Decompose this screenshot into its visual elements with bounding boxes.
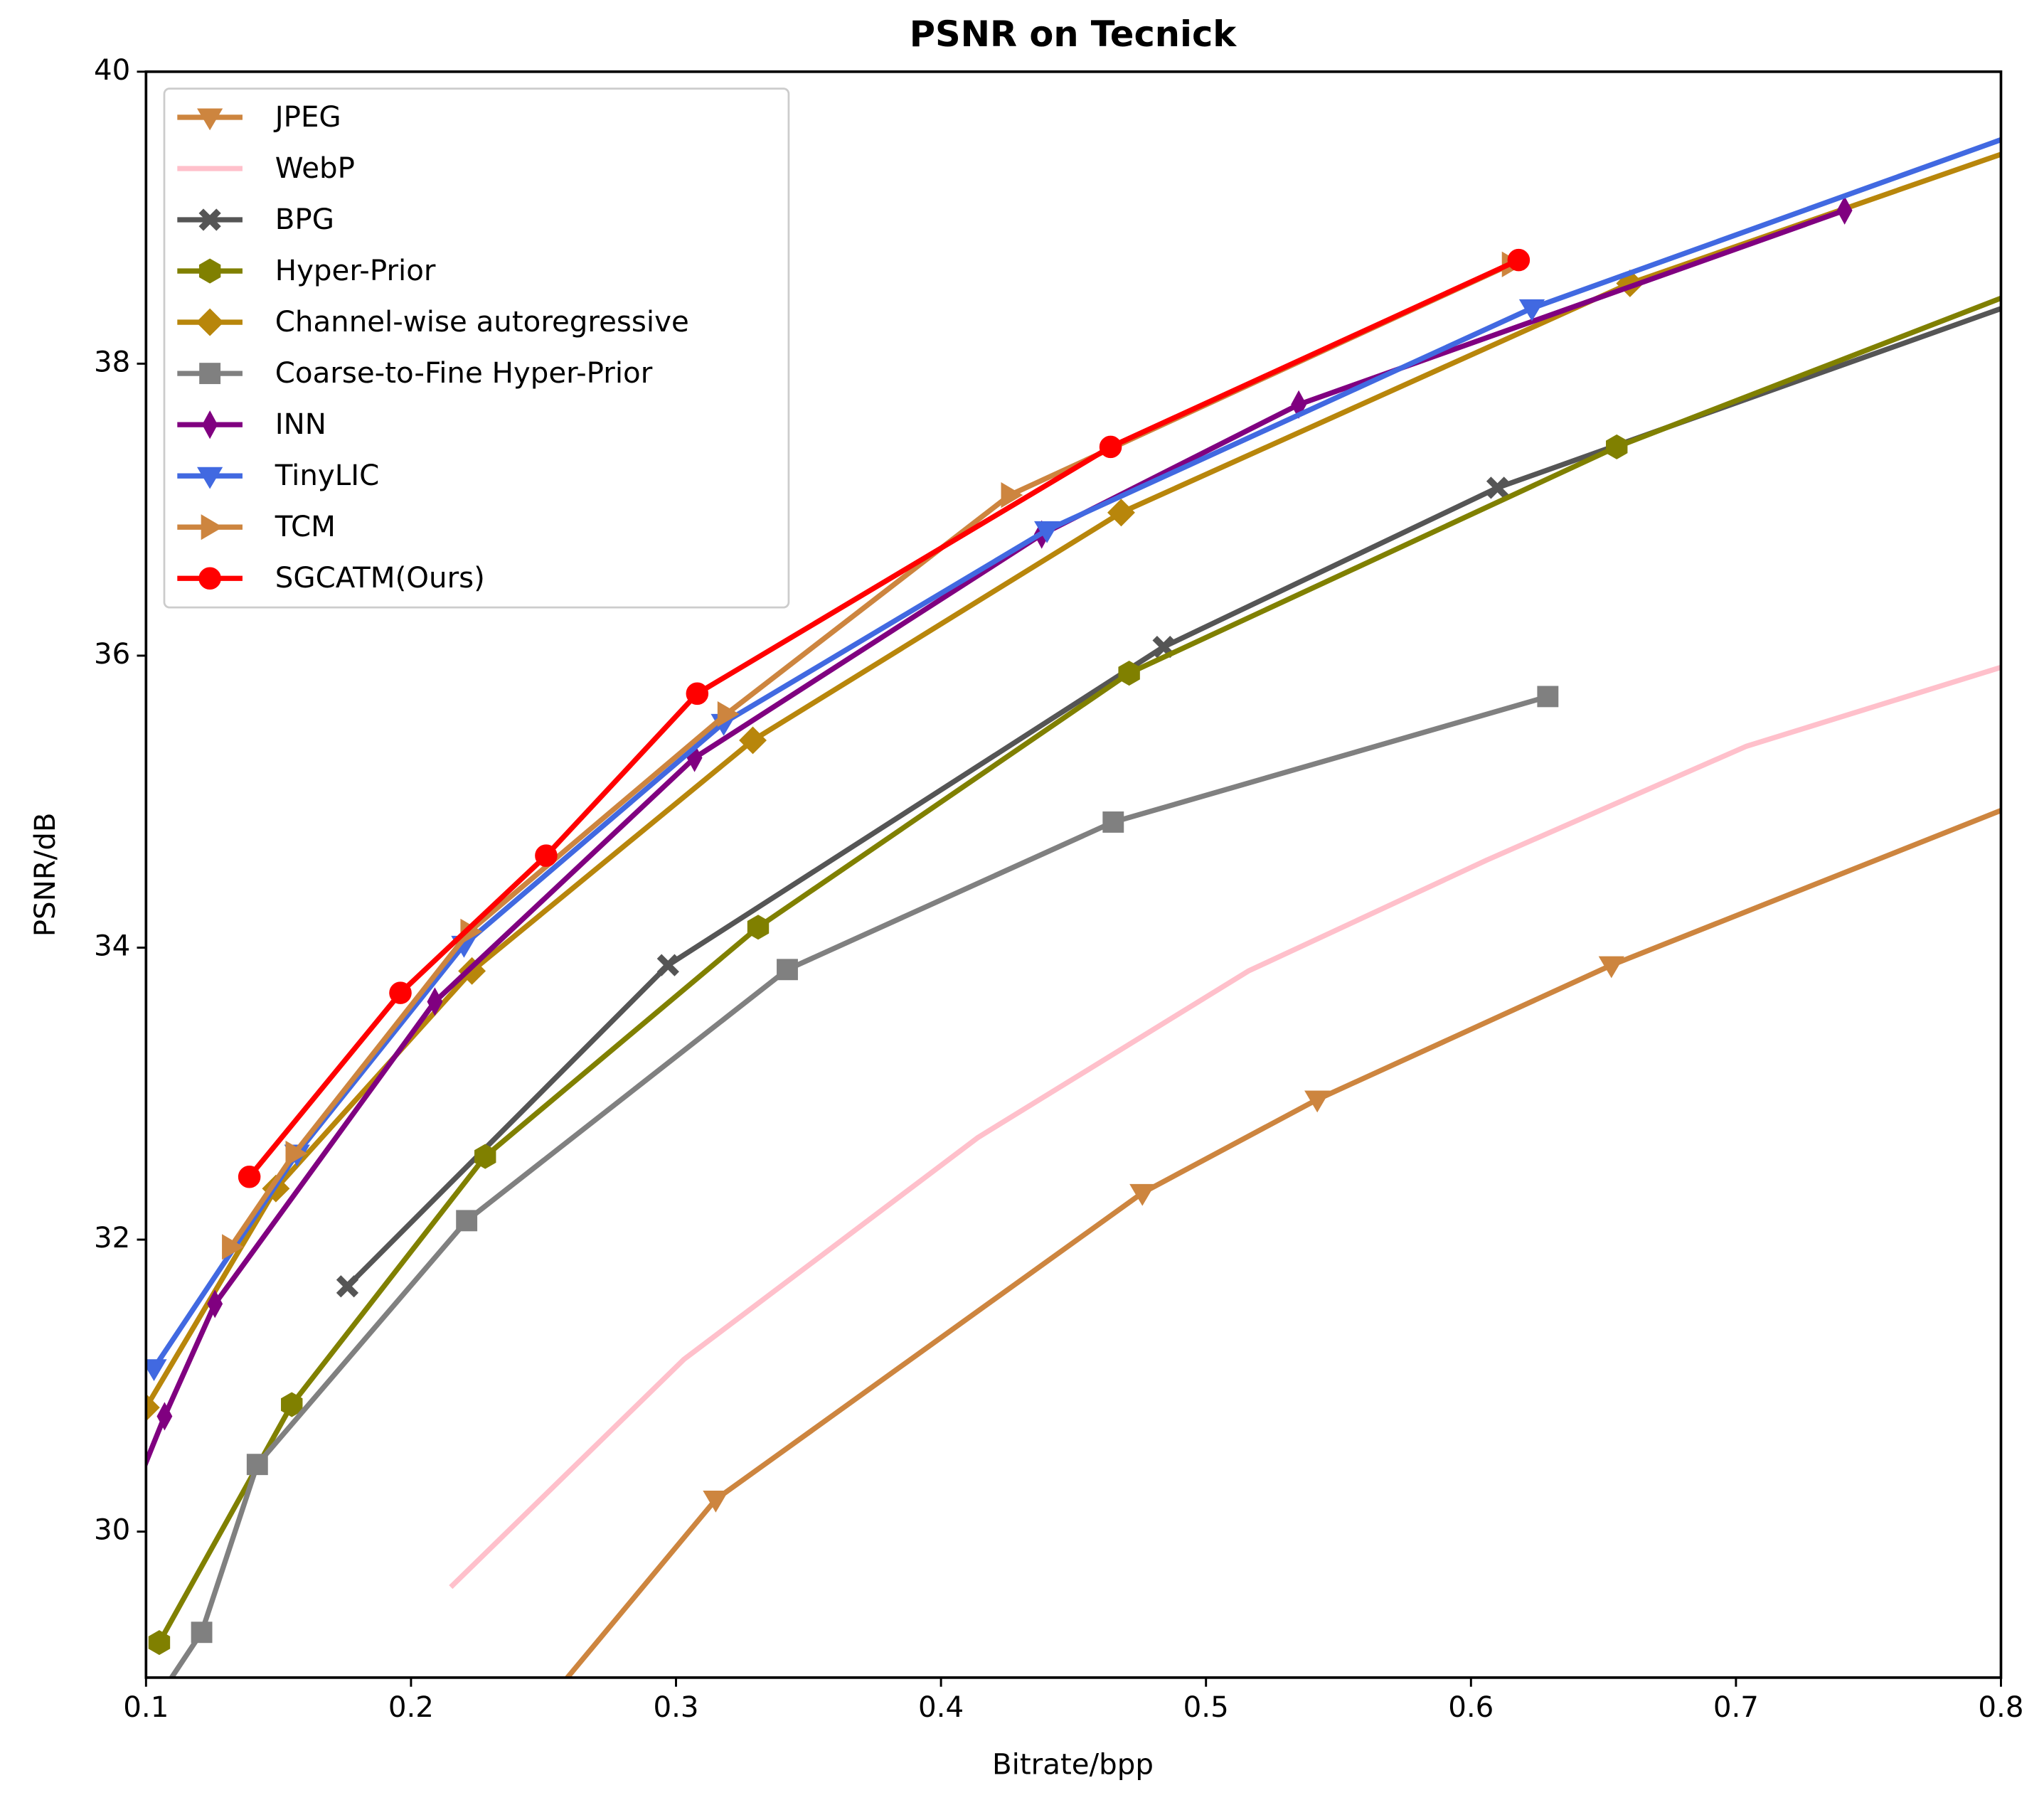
series-line (146, 208, 1846, 1469)
series-line (564, 807, 2001, 1678)
x-tick-label: 0.3 (653, 1690, 698, 1724)
legend-label: TCM (275, 510, 336, 543)
legend-marker (198, 567, 221, 590)
marker (1598, 956, 1624, 979)
marker (1118, 661, 1140, 686)
legend-marker (198, 258, 221, 284)
x-tick-label: 0.2 (388, 1690, 434, 1724)
marker (238, 1166, 261, 1188)
marker (285, 1140, 308, 1167)
marker (703, 1490, 729, 1513)
legend-marker (202, 410, 218, 440)
marker (191, 1621, 213, 1644)
marker (535, 844, 558, 867)
marker (1518, 299, 1545, 321)
marker (1304, 1090, 1331, 1113)
legend-label: WebP (275, 151, 355, 185)
x-axis-label: Bitrate/bpp (992, 1748, 1154, 1782)
marker (389, 981, 412, 1004)
marker (207, 1289, 223, 1319)
legend-label: SGCATM(Ours) (275, 561, 485, 595)
y-tick-label: 34 (94, 929, 130, 962)
y-axis-label: PSNR/dB (28, 812, 62, 937)
marker (1486, 476, 1509, 499)
marker (336, 1275, 359, 1298)
marker (739, 726, 767, 755)
marker (1836, 196, 1853, 225)
y-tick-label: 32 (94, 1221, 130, 1255)
marker (1129, 1183, 1156, 1206)
axes-frame (144, 70, 2003, 1679)
legend-label: Coarse-to-Fine Hyper-Prior (275, 356, 653, 390)
plot-area (146, 137, 2001, 1678)
marker (1099, 435, 1122, 459)
marker (1102, 811, 1124, 833)
legend-label: INN (275, 408, 326, 441)
x-tick-label: 0.8 (1978, 1690, 2023, 1724)
marker (1616, 270, 1644, 297)
legend-marker (201, 514, 223, 540)
x-tick-label: 0.1 (123, 1690, 169, 1724)
legend-marker (197, 467, 223, 489)
marker (717, 701, 740, 728)
marker (146, 1359, 167, 1382)
marker (1107, 499, 1135, 527)
legend-label: Channel-wise autoregressive (275, 305, 689, 339)
marker (456, 1210, 478, 1232)
x-tick-label: 0.7 (1713, 1690, 1759, 1724)
marker (1507, 248, 1531, 272)
legend-marker (198, 208, 221, 231)
marker (1537, 686, 1559, 708)
marker (246, 1454, 268, 1476)
series-line (247, 257, 1520, 1179)
legend-box (163, 87, 790, 609)
legend-marker (199, 363, 221, 385)
chart-title: PSNR on Tecnick (910, 14, 1237, 55)
marker (747, 915, 770, 940)
legend-label: TinyLIC (275, 459, 380, 492)
marker (146, 1393, 160, 1422)
y-tick-label: 30 (94, 1513, 130, 1547)
legend-label: BPG (275, 203, 334, 236)
marker (474, 1144, 496, 1169)
marker (686, 682, 709, 705)
marker (1001, 482, 1023, 508)
marker (1034, 521, 1060, 543)
x-tick-label: 0.4 (918, 1690, 964, 1724)
legend-label: JPEG (273, 100, 341, 134)
legend-marker (196, 308, 224, 336)
legend-marker (197, 108, 223, 131)
marker (1606, 434, 1628, 459)
marker (777, 959, 798, 981)
marker (458, 957, 486, 985)
legend: JPEG WebP BPG Hyper-Prior Channel-wise autor… (163, 87, 790, 609)
x-tick-label: 0.5 (1183, 1690, 1229, 1724)
y-tick-label: 36 (94, 637, 130, 671)
marker (148, 1630, 171, 1656)
marker (656, 954, 679, 976)
marker (222, 1234, 244, 1260)
y-tick-label: 40 (94, 53, 130, 87)
y-tick-label: 38 (94, 345, 130, 378)
marker (427, 987, 443, 1016)
legend-label: Hyper-Prior (275, 254, 436, 287)
x-tick-label: 0.6 (1448, 1690, 1494, 1724)
marker (156, 1402, 173, 1431)
